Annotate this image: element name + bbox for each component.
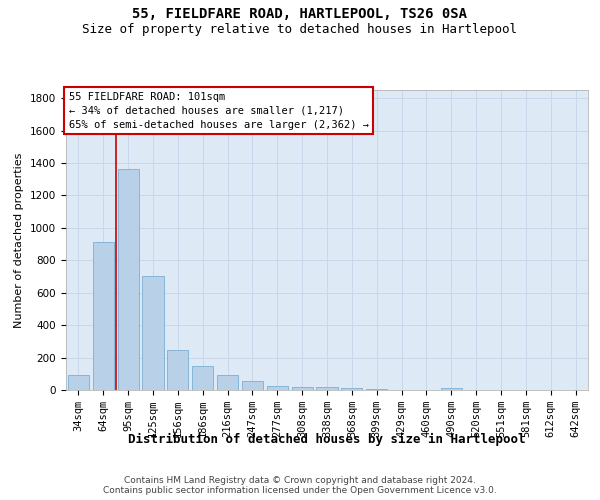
Bar <box>366 389 387 390</box>
Bar <box>68 376 89 390</box>
Text: 55 FIELDFARE ROAD: 101sqm
← 34% of detached houses are smaller (1,217)
65% of se: 55 FIELDFARE ROAD: 101sqm ← 34% of detac… <box>68 92 368 130</box>
Bar <box>93 242 114 390</box>
Bar <box>118 170 139 390</box>
Bar <box>441 388 462 390</box>
Bar <box>267 386 288 390</box>
Bar <box>167 350 188 390</box>
Text: Contains HM Land Registry data © Crown copyright and database right 2024.: Contains HM Land Registry data © Crown c… <box>124 476 476 485</box>
Bar <box>341 388 362 390</box>
Bar <box>292 387 313 390</box>
Bar <box>316 387 338 390</box>
Y-axis label: Number of detached properties: Number of detached properties <box>14 152 25 328</box>
Text: 55, FIELDFARE ROAD, HARTLEPOOL, TS26 0SA: 55, FIELDFARE ROAD, HARTLEPOOL, TS26 0SA <box>133 8 467 22</box>
Text: Distribution of detached houses by size in Hartlepool: Distribution of detached houses by size … <box>128 432 526 446</box>
Bar <box>192 366 213 390</box>
Bar <box>142 276 164 390</box>
Text: Contains public sector information licensed under the Open Government Licence v3: Contains public sector information licen… <box>103 486 497 495</box>
Bar <box>242 381 263 390</box>
Text: Size of property relative to detached houses in Hartlepool: Size of property relative to detached ho… <box>83 22 517 36</box>
Bar <box>217 376 238 390</box>
